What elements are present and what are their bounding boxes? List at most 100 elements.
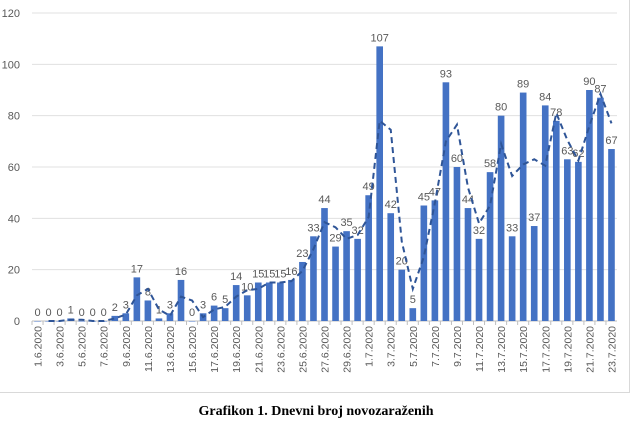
data-label: 67	[605, 135, 617, 147]
data-label: 78	[550, 107, 562, 119]
bar	[243, 295, 251, 321]
bar	[365, 195, 372, 321]
x-tick-label: 15.7.2020	[518, 326, 530, 373]
y-tick-label: 80	[8, 111, 20, 123]
bar	[343, 231, 350, 321]
data-label: 5	[410, 294, 416, 306]
bar	[177, 279, 185, 321]
data-label: 80	[495, 102, 507, 114]
data-label: 0	[101, 307, 107, 319]
y-tick-label: 20	[8, 265, 20, 277]
data-label: 44	[462, 194, 474, 206]
data-label: 1	[156, 304, 162, 316]
bar	[464, 208, 472, 321]
data-label: 33	[307, 222, 319, 234]
bar	[387, 213, 395, 321]
data-label: 1	[68, 304, 74, 316]
data-label: 3	[123, 299, 129, 311]
bar	[486, 172, 494, 321]
bar	[288, 279, 295, 321]
x-tick-label: 7.7.2020	[430, 326, 442, 367]
data-label: 37	[528, 212, 540, 224]
x-tick-label: 23.6.2020	[275, 326, 287, 373]
x-tick-label: 19.7.2020	[562, 326, 574, 373]
data-label: 63	[561, 145, 573, 157]
data-label: 84	[539, 91, 551, 103]
x-tick-label: 29.6.2020	[342, 326, 354, 373]
data-label: 14	[230, 271, 242, 283]
x-tick-label: 25.6.2020	[297, 326, 309, 373]
bar	[266, 282, 273, 321]
data-label: 16	[175, 266, 187, 278]
data-label: 10	[241, 281, 253, 293]
data-label: 17	[131, 263, 143, 275]
bar	[442, 82, 450, 321]
x-tick-label: 21.7.2020	[584, 326, 596, 373]
bar	[122, 313, 130, 321]
x-tick-label: 5.6.2020	[77, 326, 89, 367]
data-label: 87	[594, 84, 606, 96]
data-label: 60	[451, 153, 463, 165]
x-tick-label: 5.7.2020	[408, 326, 420, 367]
bar	[475, 238, 483, 321]
bar	[354, 238, 361, 321]
data-label: 0	[45, 307, 51, 319]
x-tick-label: 1.7.2020	[364, 326, 376, 367]
y-tick-label: 0	[14, 316, 20, 328]
bar	[321, 208, 328, 321]
data-label: 15	[263, 269, 275, 281]
bar	[508, 236, 516, 321]
data-label: 29	[329, 233, 341, 245]
data-label: 15	[274, 269, 286, 281]
bar	[210, 305, 218, 321]
bar	[575, 161, 582, 321]
bar	[332, 246, 339, 321]
data-label: 32	[473, 225, 485, 237]
data-label: 3	[167, 299, 173, 311]
chart-frame	[0, 0, 630, 393]
bar	[409, 308, 417, 321]
y-tick-label: 40	[8, 213, 20, 225]
bar	[376, 46, 383, 321]
bar	[78, 321, 85, 322]
data-label: 44	[318, 194, 330, 206]
data-label: 32	[351, 225, 363, 237]
bar	[111, 315, 119, 321]
bar	[541, 105, 549, 322]
x-tick-label: 23.7.2020	[606, 326, 618, 373]
bar	[398, 269, 406, 321]
x-tick-label: 9.7.2020	[452, 326, 464, 367]
x-tick-label: 27.6.2020	[320, 326, 332, 373]
bar	[188, 321, 196, 322]
x-tick-label: 11.7.2020	[474, 326, 486, 372]
bar	[519, 92, 527, 321]
x-tick-label: 17.6.2020	[209, 326, 221, 373]
data-label: 107	[371, 32, 389, 44]
bar	[254, 282, 262, 321]
data-label: 89	[517, 79, 529, 91]
bar	[530, 226, 538, 321]
bar	[155, 318, 163, 321]
data-label: 2	[112, 302, 118, 314]
chart-caption: Grafikon 1. Dnevni broj novozaraženih	[198, 404, 434, 419]
data-label: 0	[90, 307, 96, 319]
data-label: 6	[211, 292, 217, 304]
x-tick-label: 17.7.2020	[540, 326, 552, 373]
x-tick-label: 3.6.2020	[55, 326, 67, 367]
bar	[277, 282, 284, 321]
data-label: 15	[252, 269, 264, 281]
bar	[133, 277, 141, 321]
y-tick-label: 120	[2, 8, 20, 20]
x-tick-label: 13.6.2020	[165, 326, 177, 373]
data-label: 5	[222, 294, 228, 306]
bar	[299, 261, 306, 321]
data-label: 0	[79, 307, 85, 319]
y-tick-label: 100	[2, 59, 20, 71]
bar	[221, 308, 229, 321]
x-tick-label: 13.7.2020	[496, 326, 508, 373]
bar	[586, 90, 593, 321]
bar	[608, 149, 615, 321]
data-label: 16	[285, 266, 297, 278]
x-tick-label: 3.7.2020	[386, 326, 398, 367]
